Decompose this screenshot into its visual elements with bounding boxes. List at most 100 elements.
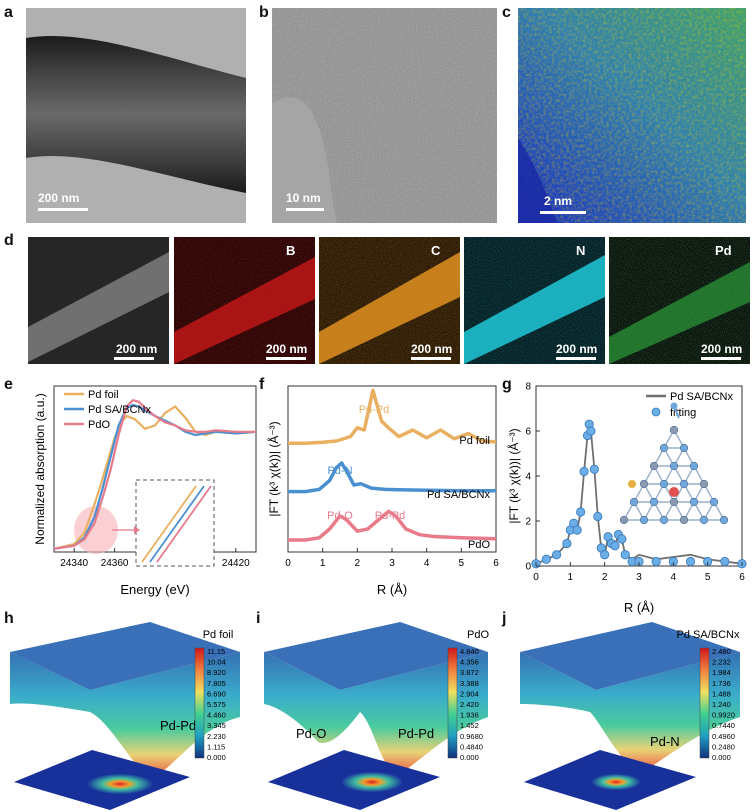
panel-label-d: d: [4, 232, 14, 249]
ylabel-g: |FT (k³ χ(k))| (Å⁻³): [506, 428, 521, 523]
wt-h-hotspot: [88, 774, 152, 794]
scalebar-b: [286, 208, 324, 211]
model-atom: [689, 497, 699, 507]
cbar-i-tick-3: 3.388: [460, 679, 479, 688]
cbar-j-tick-7: 0.7440: [712, 721, 735, 730]
wt-h-surface: [10, 652, 240, 780]
panel-label-f: f: [259, 376, 265, 393]
cbar-h-tick-10: 0.000: [207, 753, 226, 762]
e-xtick-1: 24360: [101, 558, 129, 569]
f-line-0: [288, 388, 497, 445]
model-atom: [699, 479, 709, 489]
scalebar-d3: [556, 357, 596, 360]
model-atom: [619, 515, 629, 525]
scalebar-a: [38, 208, 88, 211]
cbar-i-tick-8: 0.9680: [460, 732, 483, 741]
wt-i-title: PdO: [467, 629, 489, 641]
cbar-h-tick-6: 4.460: [207, 711, 226, 720]
cbar-i-tick-10: 0.000: [460, 753, 479, 762]
eds-label-pd: Pd: [715, 243, 732, 258]
cbar-h-tick-2: 8.920: [207, 668, 226, 677]
cbar-j-tick-3: 1.736: [712, 679, 731, 688]
legend-e-0: Pd foil: [88, 389, 119, 401]
f-line-2: [288, 509, 497, 542]
inset-line-pdo: [156, 485, 212, 563]
f-label-pdfoil: Pd foil: [459, 435, 490, 447]
chart-g: 0 1 2 3 4 5 6 0 2 4 6 8 Pd SA/BCNx fitting R (Å) |F…: [506, 382, 747, 615]
eds-label-n: N: [576, 243, 586, 258]
wt-j-hotspot: [592, 774, 640, 790]
model-atom: [669, 461, 679, 471]
model-atom: [669, 425, 679, 435]
f-label-pdsa: Pd SA/BCNx: [427, 489, 490, 501]
scalebar-c: [540, 211, 586, 214]
model-atom-b: [628, 480, 636, 488]
tem-image-a: 200 nm: [26, 8, 246, 223]
wt-i-colorbar: [447, 647, 458, 759]
wt-j-surface: [520, 652, 740, 774]
panel-label-i: i: [256, 610, 261, 627]
panel-label-a: a: [4, 4, 13, 21]
cbar-j-tick-6: 0.9920: [712, 711, 735, 720]
g-ytick-2: 4: [525, 472, 531, 483]
cbar-i-tick-1: 4.356: [460, 658, 479, 667]
ylabel-e: Normalized absorption (a.u.): [33, 393, 47, 544]
g-fit-point-6: [572, 525, 582, 535]
xlabel-f: R (Å): [377, 582, 407, 597]
wt-i-hotspot: [342, 772, 402, 792]
model-atom-top: [670, 402, 678, 410]
g-ytick-0: 0: [525, 562, 531, 573]
cbar-j-tick-8: 0.4960: [712, 732, 735, 741]
model-atom: [659, 515, 669, 525]
cbar-h-tick-5: 5.575: [207, 700, 226, 709]
f-label-pdo-bond: Pd-O: [327, 510, 353, 522]
panel-label-b: b: [259, 4, 269, 21]
cbar-j-tick-9: 0.2480: [712, 742, 735, 751]
g-fit-point-28: [720, 556, 730, 567]
scale-text-d3: 200 nm: [556, 342, 598, 356]
panel-label-j: j: [502, 610, 507, 627]
chart-e-legend: Pd foil Pd SA/BCNx PdO: [64, 389, 151, 431]
g-ytick-3: 6: [525, 427, 531, 438]
f-xtick-5: 5: [459, 558, 465, 569]
g-fit-point-24: [651, 556, 661, 567]
legend-e-1: Pd SA/BCNx: [88, 404, 151, 416]
scale-text-b: 10 nm: [286, 191, 321, 205]
g-fit-point-7: [576, 507, 586, 517]
model-atom: [669, 497, 679, 507]
g-xtick-5: 5: [705, 572, 711, 583]
g-xtick-1: 1: [568, 572, 574, 583]
wt-j-title: Pd SA/BCNx: [677, 629, 740, 641]
model-atom-pd: [669, 487, 679, 497]
hrtem-image-b: 10 nm: [272, 8, 497, 223]
f-xtick-2: 2: [355, 558, 361, 569]
chart-f: 0 1 2 3 4 5 6 Pd-Pd Pd foil Pd-N Pd SA/BCNx Pd…: [266, 385, 499, 597]
cbar-i-tick-2: 3.872: [460, 668, 479, 677]
g-fit-point-11: [586, 426, 596, 436]
cbar-h-tick-4: 6.690: [207, 689, 226, 698]
legend-e-2: PdO: [88, 419, 110, 431]
eds-map-b: B 200 nm: [174, 237, 315, 364]
eds-label-b: B: [286, 243, 296, 258]
cbar-j-tick-5: 1.240: [712, 700, 731, 709]
f-xtick-0: 0: [285, 558, 291, 569]
wt-h-colorbar: [194, 647, 205, 759]
wt-h-top: [10, 622, 240, 690]
g-xtick-3: 3: [636, 572, 642, 583]
f-label-pdpd-pdo: Pd-Pd: [375, 510, 406, 522]
scalebar-d1: [266, 357, 306, 360]
cbar-i-tick-9: 0.4840: [460, 742, 483, 751]
e-line-1: [53, 403, 257, 550]
cbar-h-tick-1: 10.04: [207, 658, 226, 667]
scale-text-d0: 200 nm: [116, 342, 158, 356]
model-atom: [629, 497, 639, 507]
eds-map-n: N 200 nm: [464, 237, 605, 364]
g-ytick-4: 8: [525, 382, 531, 393]
chart-e-inset: [112, 479, 215, 567]
g-xtick-2: 2: [602, 572, 608, 583]
wt-j-top: [520, 622, 740, 690]
cbar-j-tick-0: 2.480: [712, 647, 731, 656]
xlabel-e: Energy (eV): [120, 582, 189, 597]
